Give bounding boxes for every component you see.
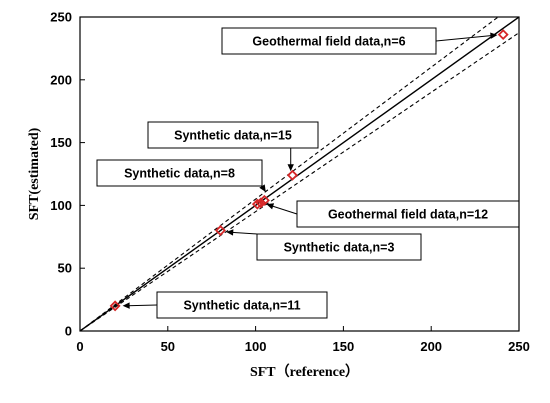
annotation: Geothermal field data,n=6	[221, 27, 498, 55]
y-tick-label: 50	[58, 261, 72, 276]
x-tick-label: 0	[76, 339, 83, 354]
annotation: Synthetic data,n=8	[96, 159, 266, 192]
y-tick-label: 100	[50, 198, 72, 213]
x-tick-label: 50	[161, 339, 175, 354]
y-axis-label: SFT(estimated)	[27, 127, 42, 220]
annotation-box	[147, 121, 319, 149]
annotation-box	[256, 233, 422, 261]
arrow-head	[226, 229, 234, 236]
annotation-arrow	[126, 304, 158, 307]
bound-line-1	[80, 17, 500, 331]
data-point	[287, 169, 298, 181]
annotation-label: Synthetic data,n=3	[284, 241, 395, 255]
annotation: Synthetic data,n=15	[147, 121, 319, 172]
annotation-label: Geothermal field data,n=12	[328, 208, 488, 222]
x-tick-label: 100	[245, 339, 267, 354]
x-axis-label: SFT（reference）	[250, 364, 359, 380]
x-tick-label: 150	[333, 339, 355, 354]
annotations: Geothermal field data,n=6 Synthetic data,…	[96, 27, 520, 319]
arrow-head	[287, 164, 294, 172]
y-tick-label: 250	[50, 10, 72, 25]
data-point	[109, 300, 121, 312]
annotation-label: Synthetic data,n=8	[124, 167, 235, 181]
data-point	[255, 197, 267, 209]
x-tick-label: 200	[420, 339, 442, 354]
annotation-arrow	[435, 34, 494, 42]
arrow-head	[490, 32, 498, 39]
data-point	[215, 225, 226, 236]
bound-line-2	[80, 32, 519, 331]
arrow-head	[122, 302, 130, 309]
annotation-label: Synthetic data,n=15	[174, 129, 292, 143]
reference-lines	[80, 17, 519, 331]
data-point	[258, 194, 270, 206]
annotation: Synthetic data,n=3	[226, 229, 422, 261]
annotation-arrow	[270, 204, 298, 215]
one-to-one-line	[80, 17, 519, 331]
annotation: Geothermal field data,n=12	[266, 200, 520, 228]
annotation-box	[221, 27, 437, 55]
annotation-box	[156, 291, 328, 319]
annotation-arrow	[230, 231, 258, 235]
axes: 0 50 100 150 200 250 0 50 100 150 200 250	[50, 10, 530, 355]
y-tick-label: 150	[50, 135, 72, 150]
data-points	[109, 29, 509, 312]
y-tick-label: 200	[50, 72, 72, 87]
annotation: Synthetic data,n=11	[122, 291, 328, 319]
annotation-box	[96, 159, 263, 187]
x-tick-label: 250	[508, 339, 530, 354]
plot-frame	[79, 16, 520, 332]
arrow-head	[259, 184, 266, 192]
arrow-head	[266, 203, 275, 210]
annotation-label: Synthetic data,n=11	[183, 299, 300, 313]
y-tick-label: 0	[65, 324, 72, 339]
annotation-label: Geothermal field data,n=6	[252, 35, 405, 49]
data-point	[497, 29, 509, 41]
data-point	[251, 198, 263, 210]
